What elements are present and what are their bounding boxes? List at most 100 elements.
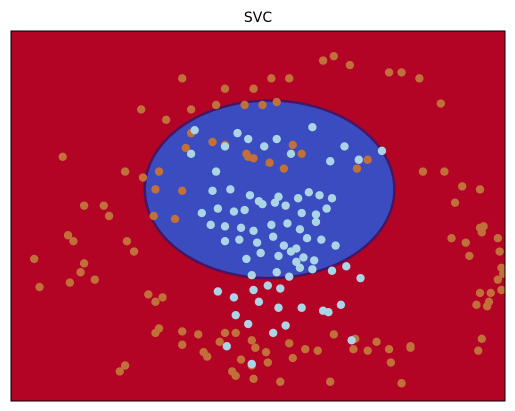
data-point-class-0 bbox=[263, 358, 273, 367]
data-point-class-0 bbox=[144, 290, 153, 299]
data-point-class-0 bbox=[406, 342, 415, 351]
decision-boundary-contour bbox=[143, 99, 396, 280]
data-point-class-0 bbox=[35, 282, 44, 292]
data-point-class-0 bbox=[251, 343, 260, 352]
data-point-class-0 bbox=[415, 74, 424, 83]
data-point-class-0 bbox=[363, 155, 372, 164]
data-point-class-0 bbox=[436, 99, 445, 108]
data-point-class-0 bbox=[486, 288, 495, 298]
data-point-class-0 bbox=[349, 345, 358, 354]
data-point-class-0 bbox=[58, 152, 67, 161]
data-point-class-1 bbox=[231, 310, 240, 320]
data-point-class-0 bbox=[418, 167, 428, 176]
data-point-class-0 bbox=[345, 60, 355, 70]
data-point-class-0 bbox=[208, 137, 217, 147]
data-point-class-0 bbox=[79, 259, 89, 268]
data-point-class-0 bbox=[457, 182, 467, 191]
data-point-class-1 bbox=[274, 303, 283, 312]
data-point-class-0 bbox=[276, 377, 285, 386]
data-point-class-0 bbox=[236, 355, 246, 364]
data-point-class-0 bbox=[178, 74, 187, 83]
data-point-class-1 bbox=[295, 225, 305, 234]
data-point-class-1 bbox=[308, 265, 317, 274]
data-point-class-0 bbox=[482, 302, 492, 311]
data-point-class-1 bbox=[220, 236, 230, 246]
data-point-class-1 bbox=[235, 235, 244, 244]
data-point-class-1 bbox=[304, 188, 314, 197]
scatter-points bbox=[29, 51, 505, 388]
data-point-class-1 bbox=[268, 232, 278, 241]
data-point-class-1 bbox=[311, 210, 321, 219]
data-point-class-0 bbox=[249, 154, 258, 163]
plot-frame bbox=[10, 30, 506, 402]
data-point-class-0 bbox=[220, 328, 230, 338]
data-point-class-0 bbox=[475, 288, 485, 298]
data-point-class-1 bbox=[233, 128, 242, 138]
data-point-class-0 bbox=[288, 353, 297, 363]
data-point-class-1 bbox=[274, 251, 283, 261]
data-point-class-1 bbox=[281, 321, 290, 330]
data-point-class-0 bbox=[186, 105, 196, 114]
data-point-class-1 bbox=[229, 293, 239, 302]
data-point-class-0 bbox=[178, 340, 187, 349]
data-point-class-0 bbox=[267, 74, 276, 83]
data-point-class-0 bbox=[181, 143, 190, 153]
data-point-class-0 bbox=[301, 345, 310, 354]
data-point-class-1 bbox=[299, 253, 308, 262]
data-point-class-1 bbox=[327, 266, 337, 275]
data-point-class-0 bbox=[194, 330, 203, 339]
data-point-class-1 bbox=[317, 235, 326, 244]
data-point-class-1 bbox=[331, 241, 340, 250]
data-point-class-1 bbox=[336, 300, 346, 309]
data-point-class-1 bbox=[206, 220, 215, 230]
data-point-class-0 bbox=[447, 234, 456, 243]
data-point-class-1 bbox=[270, 198, 280, 207]
data-point-class-1 bbox=[279, 241, 289, 250]
data-point-class-1 bbox=[190, 125, 199, 135]
data-point-class-0 bbox=[495, 247, 504, 256]
data-point-class-0 bbox=[76, 268, 85, 277]
data-point-class-1 bbox=[211, 167, 221, 176]
chart-title: SVC bbox=[244, 10, 272, 26]
data-point-class-0 bbox=[158, 293, 167, 302]
data-point-class-0 bbox=[384, 68, 394, 77]
data-point-class-0 bbox=[90, 275, 100, 284]
data-point-class-0 bbox=[265, 158, 274, 167]
data-point-class-1 bbox=[315, 191, 324, 200]
data-point-class-1 bbox=[308, 123, 317, 132]
data-point-class-1 bbox=[249, 226, 258, 235]
data-point-class-0 bbox=[352, 164, 362, 173]
data-point-class-0 bbox=[138, 173, 148, 182]
data-point-class-0 bbox=[465, 251, 474, 261]
data-point-class-0 bbox=[63, 231, 73, 240]
data-point-class-0 bbox=[477, 334, 487, 344]
data-point-class-0 bbox=[154, 167, 164, 176]
data-point-class-0 bbox=[215, 337, 224, 346]
data-point-class-0 bbox=[240, 100, 249, 110]
data-point-class-0 bbox=[288, 140, 297, 150]
data-point-class-1 bbox=[322, 204, 331, 213]
data-point-class-0 bbox=[211, 100, 221, 110]
data-point-class-0 bbox=[440, 167, 449, 176]
data-point-class-1 bbox=[327, 194, 337, 203]
data-point-class-0 bbox=[499, 269, 505, 278]
data-point-class-1 bbox=[256, 248, 265, 258]
data-point-class-1 bbox=[311, 217, 321, 227]
data-point-class-1 bbox=[222, 342, 231, 351]
data-point-class-0 bbox=[231, 328, 240, 338]
decision-region-positive bbox=[144, 100, 395, 279]
data-point-class-1 bbox=[283, 219, 292, 228]
data-point-class-1 bbox=[297, 303, 306, 312]
data-point-class-0 bbox=[115, 367, 124, 376]
data-point-class-0 bbox=[261, 347, 271, 357]
data-point-class-1 bbox=[243, 319, 253, 329]
data-point-class-0 bbox=[384, 345, 394, 354]
data-point-class-0 bbox=[326, 377, 335, 386]
data-point-class-0 bbox=[151, 328, 160, 338]
data-point-class-0 bbox=[151, 185, 160, 194]
data-point-class-0 bbox=[386, 358, 396, 367]
data-point-class-1 bbox=[354, 155, 363, 164]
data-point-class-1 bbox=[213, 204, 223, 213]
data-point-class-1 bbox=[286, 247, 296, 256]
data-point-class-1 bbox=[293, 194, 303, 203]
